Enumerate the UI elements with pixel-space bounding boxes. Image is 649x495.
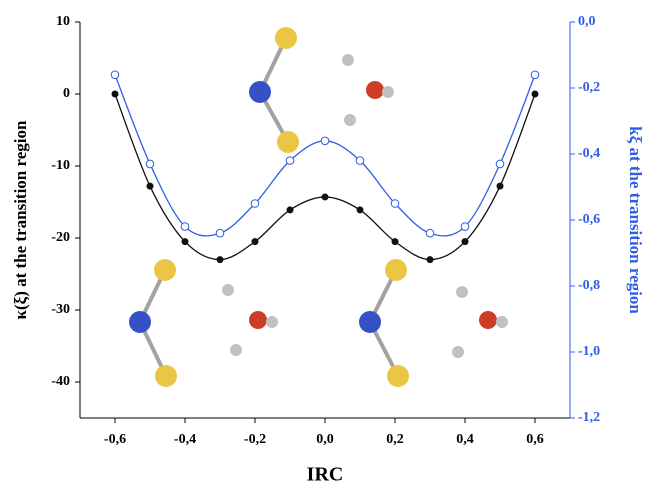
- data-point: [321, 137, 329, 145]
- y2-tick-label: -0,4: [578, 146, 600, 161]
- data-point: [357, 207, 363, 213]
- data-point: [252, 239, 258, 245]
- data-point: [251, 200, 259, 208]
- x-tick-label: 0,6: [526, 432, 544, 447]
- y-axis-label: κ(ξ) at the transition region: [11, 120, 30, 320]
- data-point: [427, 257, 433, 263]
- x-tick-label: -0,4: [174, 432, 196, 447]
- data-point: [147, 183, 153, 189]
- data-point: [112, 91, 118, 97]
- data-point: [461, 223, 469, 231]
- data-point: [496, 160, 504, 168]
- data-point: [391, 200, 399, 208]
- y-tick-label: -20: [51, 230, 70, 245]
- x-tick-label: -0,2: [244, 432, 266, 447]
- data-point: [287, 207, 293, 213]
- data-point: [322, 194, 328, 200]
- molecule-decoration: [129, 27, 508, 387]
- data-point: [531, 71, 539, 79]
- y2-tick-label: -1,2: [578, 410, 600, 425]
- x-tick-label: 0,4: [456, 432, 474, 447]
- x-tick-label: -0,6: [104, 432, 126, 447]
- series-line: [115, 94, 535, 260]
- y-tick-label: 10: [56, 14, 70, 29]
- y-tick-label: -30: [51, 302, 70, 317]
- data-point: [392, 239, 398, 245]
- y-tick-label: -10: [51, 158, 70, 173]
- data-point: [217, 257, 223, 263]
- data-point: [146, 160, 154, 168]
- y2-tick-label: -0,8: [578, 278, 600, 293]
- x-axis-label: IRC: [307, 464, 344, 486]
- chart: IRC κ(ξ) at the transition region kξ at …: [0, 0, 649, 490]
- data-point: [182, 239, 188, 245]
- data-point: [111, 71, 119, 79]
- data-point: [356, 157, 364, 165]
- y2-tick-label: -1,0: [578, 344, 600, 359]
- y-tick-label: 0: [63, 86, 70, 101]
- data-point: [216, 229, 224, 237]
- y-tick-label: -40: [51, 374, 70, 389]
- y2-tick-label: 0,0: [578, 14, 596, 29]
- y2-tick-label: -0,2: [578, 80, 600, 95]
- data-point: [532, 91, 538, 97]
- data-point: [426, 229, 434, 237]
- series-line: [115, 75, 535, 236]
- y2-tick-label: -0,6: [578, 212, 600, 227]
- data-point: [497, 183, 503, 189]
- data-point: [462, 239, 468, 245]
- data-point: [286, 157, 294, 165]
- x-tick-label: 0,2: [386, 432, 404, 447]
- data-point: [181, 223, 189, 231]
- x-tick-label: 0,0: [316, 432, 334, 447]
- y2-axis-label: kξ at the transition region: [626, 126, 645, 314]
